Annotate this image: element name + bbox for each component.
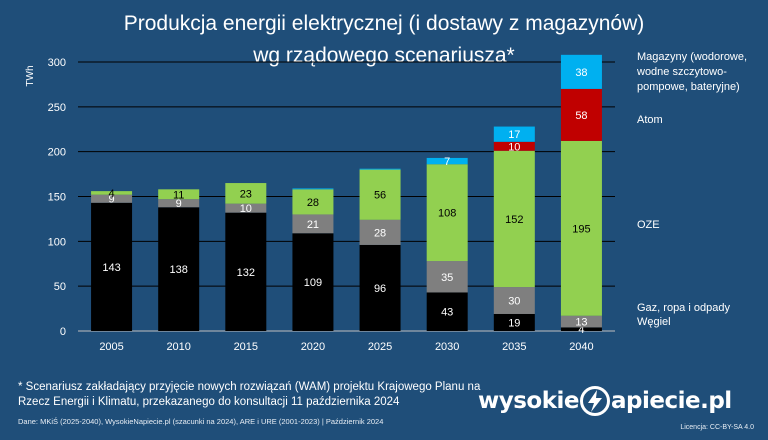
bar-segment bbox=[560, 140, 602, 316]
data-label: 138 bbox=[170, 264, 188, 276]
data-label: 23 bbox=[240, 188, 252, 200]
bar-segment bbox=[359, 219, 401, 245]
data-label: 9 bbox=[176, 198, 182, 210]
data-label: 152 bbox=[505, 214, 523, 226]
bar-segment bbox=[560, 327, 602, 331]
bar-segment bbox=[292, 233, 334, 331]
brand-logo: wysokie apiecie.pl bbox=[478, 381, 732, 421]
legend-label: Węgiel bbox=[637, 316, 671, 328]
bar-segment bbox=[493, 141, 535, 151]
bar-segment bbox=[91, 191, 133, 195]
y-tick-label: 150 bbox=[48, 192, 66, 204]
legend-label: Magazyny (wodorowe, bbox=[637, 51, 747, 63]
bar-segment bbox=[292, 214, 334, 234]
bar-segment bbox=[426, 157, 468, 165]
bar-segment bbox=[359, 169, 401, 220]
lightning-icon bbox=[580, 386, 611, 416]
data-label: 28 bbox=[307, 197, 319, 209]
data-label: 28 bbox=[374, 227, 386, 239]
y-tick-label: 50 bbox=[54, 281, 66, 293]
bar-segment bbox=[225, 203, 267, 213]
y-tick-label: 300 bbox=[48, 57, 66, 69]
data-label: 38 bbox=[575, 67, 587, 79]
y-tick-label: 250 bbox=[48, 102, 66, 114]
bar-segment bbox=[560, 88, 602, 141]
data-label: 7 bbox=[444, 156, 450, 168]
data-label: 43 bbox=[441, 307, 453, 319]
bar-segment bbox=[493, 150, 535, 288]
data-label: 9 bbox=[109, 194, 115, 206]
data-label: 58 bbox=[575, 110, 587, 122]
legend-label: Atom bbox=[637, 114, 663, 126]
bar-segment bbox=[292, 188, 334, 190]
x-tick-label: 2020 bbox=[301, 341, 325, 353]
y-tick-label: 100 bbox=[48, 236, 66, 248]
bar-segment bbox=[493, 287, 535, 314]
bar-segment bbox=[426, 292, 468, 331]
bar-segment bbox=[91, 194, 133, 203]
x-tick-label: 2010 bbox=[166, 341, 190, 353]
legend-label: Gaz, ropa i odpady bbox=[637, 302, 730, 314]
data-label: 21 bbox=[307, 219, 319, 231]
y-tick-label: 0 bbox=[60, 326, 66, 338]
x-tick-label: 2005 bbox=[99, 341, 123, 353]
data-label: 17 bbox=[508, 129, 520, 141]
data-label: 109 bbox=[304, 277, 322, 289]
bar-segment bbox=[158, 199, 200, 208]
bar-segment bbox=[158, 189, 200, 200]
x-tick-label: 2025 bbox=[368, 341, 392, 353]
data-label: 30 bbox=[508, 296, 520, 308]
logo-text-part2: apiecie.pl bbox=[611, 388, 732, 414]
data-label: 132 bbox=[237, 267, 255, 279]
bar-segment bbox=[359, 168, 401, 170]
bar-segment bbox=[493, 126, 535, 142]
legend-label: OZE bbox=[637, 219, 660, 231]
y-axis-label: TWh bbox=[25, 65, 36, 86]
data-label: 56 bbox=[374, 190, 386, 202]
data-label: 143 bbox=[102, 262, 120, 274]
bar-segment bbox=[426, 164, 468, 262]
data-label: 108 bbox=[438, 208, 456, 220]
x-tick-label: 2015 bbox=[234, 341, 258, 353]
x-tick-label: 2030 bbox=[435, 341, 459, 353]
bar-segment bbox=[359, 244, 401, 331]
logo-text-part1: wysokie bbox=[478, 388, 580, 414]
bar-segment bbox=[292, 189, 334, 215]
y-tick-label: 200 bbox=[48, 147, 66, 159]
chart-title-line2: wg rządowego scenariusza* bbox=[253, 44, 515, 67]
chart-title-line1: Produkcja energii elektrycznej (i dostaw… bbox=[123, 12, 645, 35]
legend-label: pompowe, bateryjne) bbox=[637, 81, 740, 93]
data-label: 4 bbox=[578, 324, 584, 336]
license-text: Licencja: CC-BY-SA 4.0 bbox=[680, 424, 754, 431]
data-label: 96 bbox=[374, 283, 386, 295]
x-tick-label: 2040 bbox=[569, 341, 593, 353]
data-label: 4 bbox=[109, 188, 115, 200]
data-label: 195 bbox=[572, 223, 590, 235]
data-label: 11 bbox=[173, 189, 184, 201]
legend-label: wodne szczytowo- bbox=[636, 66, 727, 78]
bar-segment bbox=[225, 183, 267, 204]
data-label: 35 bbox=[441, 272, 453, 284]
data-label: 10 bbox=[240, 203, 252, 215]
data-source: Dane: MKiŚ (2025-2040), WysokieNapiecie.… bbox=[18, 417, 384, 426]
bar-segment bbox=[560, 315, 602, 328]
data-label: 10 bbox=[508, 141, 520, 153]
x-tick-label: 2035 bbox=[502, 341, 526, 353]
bar-segment bbox=[493, 313, 535, 331]
bar-segment bbox=[158, 207, 200, 331]
bar-segment bbox=[225, 212, 267, 331]
data-label: 13 bbox=[575, 317, 587, 329]
bar-segment bbox=[426, 261, 468, 293]
footnote: * Scenariusz zakładający przyjęcie nowyc… bbox=[18, 381, 481, 408]
data-label: 19 bbox=[508, 317, 520, 329]
bar-segment bbox=[560, 54, 602, 89]
bar-segment bbox=[91, 202, 133, 331]
